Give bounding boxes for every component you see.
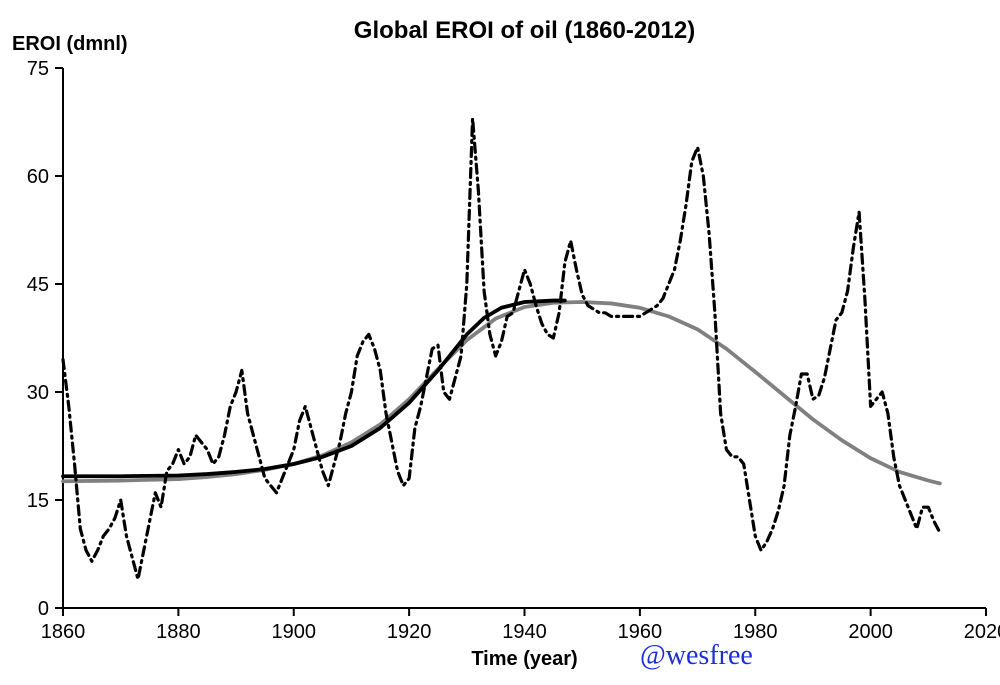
x-tick-label: 1920 — [387, 621, 432, 643]
chart-title: Global EROI of oil (1860-2012) — [354, 17, 695, 44]
x-tick-label: 1880 — [156, 621, 201, 643]
y-tick-label: 0 — [38, 598, 49, 620]
y-tick-label: 45 — [27, 274, 49, 296]
y-tick-label: 30 — [27, 382, 49, 404]
y-axis-label: EROI (dmnl) — [12, 33, 128, 55]
chart-container: Global EROI of oil (1860-2012) EROI (dmnl… — [0, 0, 1000, 685]
x-tick-label: 1900 — [272, 621, 317, 643]
y-tick-label: 15 — [27, 490, 49, 512]
y-tick-label: 75 — [27, 58, 49, 80]
x-axis-label: Time (year) — [471, 648, 577, 670]
watermark-text: @wesfree — [640, 640, 753, 672]
y-tick-label: 60 — [27, 166, 49, 188]
x-tick-label: 1940 — [502, 621, 547, 643]
eroi-chart: Global EROI of oil (1860-2012) EROI (dmnl… — [0, 0, 1000, 685]
chart-bg — [0, 0, 1000, 685]
x-tick-label: 2000 — [848, 621, 893, 643]
x-tick-label: 2020 — [964, 621, 1000, 643]
x-tick-label: 1860 — [41, 621, 86, 643]
